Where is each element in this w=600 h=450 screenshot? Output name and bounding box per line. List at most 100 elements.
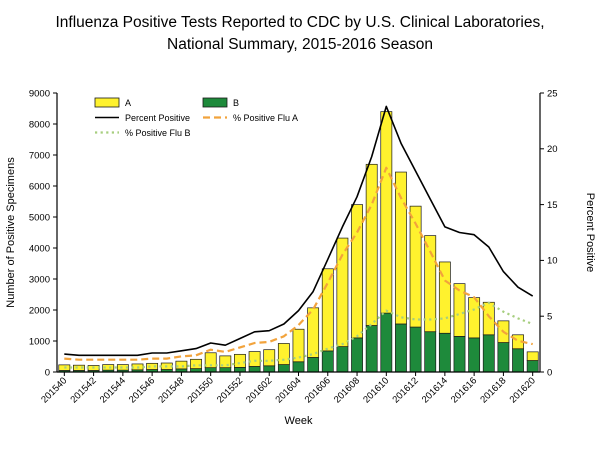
legend-label-positive-flu-a: % Positive Flu A: [233, 113, 298, 123]
x-tick-label: 201606: [303, 375, 333, 405]
bar-b-201611: [395, 323, 407, 373]
legend-swatch-b: [202, 97, 228, 108]
x-tick-label: 201546: [127, 375, 157, 405]
y-left-tick-label: 2000: [29, 305, 50, 316]
bar-b-201551: [219, 367, 232, 373]
bar-a-201617: [482, 301, 495, 336]
bar-b-201605: [307, 357, 320, 373]
bar-b-201602: [263, 365, 276, 373]
bar-b-201616: [468, 337, 481, 373]
x-tick-label: 201540: [39, 375, 69, 405]
y-left-tick-label: 4000: [29, 243, 50, 254]
chart-title: Influenza Positive Tests Reported to CDC…: [0, 0, 600, 58]
bar-a-201543: [102, 364, 115, 371]
bar-a-201610: [380, 111, 393, 314]
bar-a-201614: [438, 261, 451, 334]
y-axis-left-title: Number of Positive Specimens: [5, 157, 17, 308]
bar-b-201603: [277, 364, 290, 373]
legend-label-a: A: [125, 98, 131, 108]
line-percent-positive: [64, 105, 534, 357]
y-left-tick-label: 9000: [29, 88, 50, 99]
y-axis-right: 0 5 10 15 20 25: [540, 88, 558, 378]
x-axis-title: Week: [285, 415, 313, 427]
bar-a-201603: [277, 343, 290, 365]
bar-a-201608: [351, 204, 363, 339]
y-left-tick-label: 7000: [29, 150, 50, 161]
x-tick-label: 201610: [361, 375, 391, 405]
bar-b-201610: [380, 312, 393, 373]
x-tick-label: 201620: [508, 375, 538, 405]
x-tick-label: 201614: [420, 375, 450, 405]
x-tick-label: 201550: [186, 375, 216, 405]
x-tick-label: 201544: [98, 375, 128, 405]
y-axis-left: 0 1000 2000 3000 4000 5000 6000 7000 8000 9000: [29, 88, 57, 378]
flu-chart: 0 1000 2000 3000 4000 5000 6000 7000 8000 9000 0 5 1…: [5, 88, 596, 427]
y-axis-right-title: Percent Positive: [584, 193, 596, 272]
legend: A B Percent Positive % Positive Flu A % Posi…: [94, 97, 298, 138]
legend-label-b: B: [233, 98, 239, 108]
bar-a-201609: [365, 163, 378, 326]
y-right-tick-label: 0: [547, 367, 552, 378]
y-right-tick-label: 20: [547, 144, 558, 155]
bar-a-201548: [175, 360, 188, 370]
y-right-tick-label: 15: [547, 200, 558, 211]
bar-b-201614: [438, 332, 451, 373]
y-left-tick-label: 5000: [29, 212, 50, 223]
bar-a-201552: [234, 353, 246, 368]
y-right-tick-label: 25: [547, 88, 558, 99]
bar-a-201607: [336, 237, 349, 347]
y-left-tick-label: 8000: [29, 119, 50, 130]
y-right-tick-label: 5: [547, 312, 552, 323]
bar-b-201552: [234, 367, 246, 373]
bar-a-201613: [424, 235, 437, 333]
bar-b-201617: [482, 334, 495, 373]
bar-b-201609: [365, 325, 378, 373]
x-tick-label: 201552: [215, 375, 245, 405]
x-tick-label: 201604: [273, 375, 303, 405]
bar-a-201602: [263, 349, 276, 367]
x-tick-label: 201616: [449, 375, 479, 405]
bar-b-201608: [351, 337, 363, 373]
x-axis: 201540 201542 201544 201546 201548 201550 2015…: [39, 372, 538, 406]
x-tick-label: 201612: [391, 375, 421, 405]
y-left-tick-label: 0: [45, 367, 50, 378]
bar-b-201550: [204, 367, 217, 373]
x-tick-label: 201602: [244, 375, 274, 405]
bar-a-201615: [453, 283, 466, 337]
bar-a-201551: [219, 355, 232, 369]
bar-b-201619: [512, 348, 524, 373]
bar-a-201541: [73, 364, 85, 371]
bar-b-201613: [424, 331, 437, 373]
bar-b-201607: [336, 346, 349, 373]
bar-a-201550: [204, 352, 217, 369]
bar-a-201606: [321, 268, 334, 352]
bar-b-201604: [292, 361, 305, 373]
bar-b-201620: [526, 360, 539, 373]
bar-b-201612: [409, 326, 422, 373]
legend-swatch-a: [94, 97, 120, 108]
bar-b-201606: [321, 350, 334, 373]
x-tick-label: 201608: [332, 375, 362, 405]
chart-title-line2: National Summary, 2015-2016 Season: [167, 36, 433, 53]
legend-label-positive-flu-b: % Positive Flu B: [125, 128, 191, 138]
chart-title-line1: Influenza Positive Tests Reported to CDC…: [55, 14, 545, 31]
bar-a-201604: [292, 328, 305, 363]
x-tick-label: 201548: [156, 375, 186, 405]
bars: [58, 111, 539, 373]
bar-a-201611: [395, 171, 407, 325]
legend-label-percent-positive: Percent Positive: [125, 113, 190, 123]
line-positive-flu-a: [64, 166, 533, 361]
bar-a-201605: [307, 307, 320, 358]
bar-a-201544: [116, 364, 129, 371]
bar-b-201615: [453, 336, 466, 373]
bar-b-201618: [497, 342, 510, 373]
y-left-tick-label: 3000: [29, 274, 50, 285]
bar-a-201601: [248, 351, 261, 367]
bar-a-201620: [526, 351, 539, 361]
y-left-tick-label: 6000: [29, 181, 50, 192]
y-right-tick-label: 10: [547, 256, 558, 267]
bar-a-201616: [468, 297, 481, 339]
x-tick-label: 201618: [478, 375, 508, 405]
bar-a-201549: [190, 358, 202, 369]
